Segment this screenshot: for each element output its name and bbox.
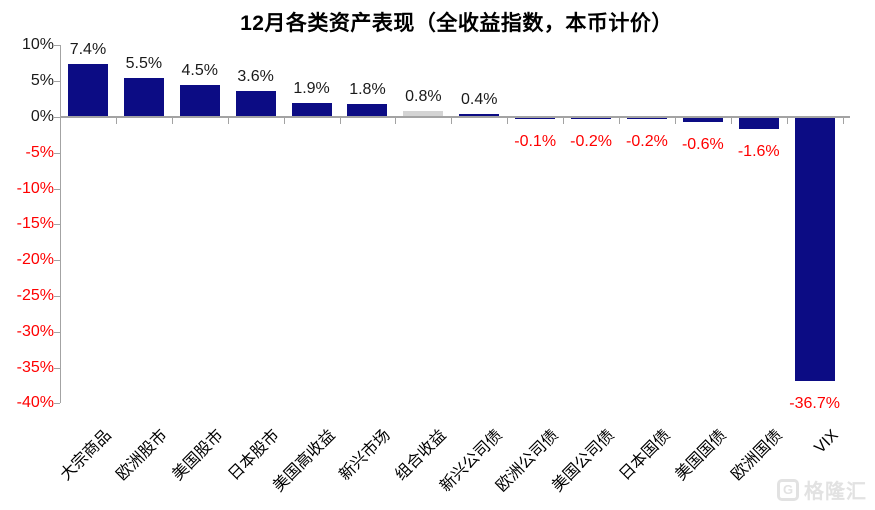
bar-value-label: 4.5% [181, 61, 218, 79]
y-axis-line [60, 45, 61, 404]
bar-value-label: 7.4% [69, 41, 107, 59]
bar [123, 77, 164, 117]
y-tick-label: 0% [30, 108, 54, 125]
y-tick-label: -10% [16, 179, 54, 197]
y-tick [54, 224, 60, 226]
x-tick [171, 118, 173, 124]
bar-value-label: -0.6% [681, 136, 724, 154]
bar-value-label: -1.6% [737, 143, 780, 161]
x-tick [115, 118, 117, 124]
bar [347, 104, 388, 117]
bar-value-label: 3.6% [237, 68, 274, 86]
bar-value-label: -0.1% [514, 133, 557, 150]
bar [738, 118, 779, 130]
y-tick-label: -35% [16, 358, 54, 376]
x-tick [451, 118, 453, 124]
bar [571, 118, 612, 120]
watermark-gelonghui: G 格隆汇 [777, 475, 867, 504]
x-tick [563, 118, 565, 124]
y-tick-label: 5% [30, 72, 54, 90]
x-tick [842, 118, 844, 124]
bar-value-label: 1.8% [349, 81, 386, 99]
x-tick [730, 118, 732, 124]
bar-value-label: 5.5% [125, 54, 163, 72]
x-tick [227, 118, 229, 124]
x-tick [395, 118, 397, 124]
x-tick [283, 118, 285, 124]
y-tick [54, 152, 60, 154]
gelonghui-logo-icon: G [777, 478, 799, 501]
x-tick [507, 118, 509, 124]
chart-title: 12月各类资产表现（全收益指数，本币计价） [240, 12, 673, 35]
bar-value-label: 1.9% [293, 80, 330, 98]
y-tick [54, 260, 60, 262]
y-tick-label: -40% [16, 394, 54, 412]
bar-value-label: 0.4% [461, 91, 498, 109]
bar [291, 103, 332, 117]
x-tick [786, 118, 788, 124]
bar [67, 64, 108, 117]
bar [179, 84, 220, 117]
y-tick-label: -30% [16, 322, 54, 340]
bar [794, 118, 835, 381]
bar-value-label: -36.7% [789, 394, 840, 412]
y-tick [54, 367, 60, 369]
y-tick [54, 403, 60, 405]
bar [403, 111, 444, 117]
bar-value-label: -0.2% [626, 133, 668, 151]
x-tick [339, 118, 341, 124]
y-tick-label: -5% [25, 143, 54, 161]
bar [459, 114, 500, 117]
x-tick [619, 118, 620, 124]
y-tick-label: -15% [16, 215, 54, 233]
x-tick [60, 118, 61, 124]
y-tick [54, 117, 60, 118]
y-tick [54, 296, 60, 297]
y-tick-label: -25% [16, 287, 54, 304]
x-axis-line [60, 116, 850, 118]
y-tick [54, 81, 60, 83]
bar-value-label: 0.8% [405, 88, 442, 106]
bar-value-label: -0.2% [570, 133, 612, 151]
y-tick [54, 45, 60, 47]
bar [235, 91, 276, 117]
bar [515, 118, 556, 119]
watermark-brand-text: 格隆汇 [804, 481, 867, 503]
y-tick [54, 188, 60, 190]
y-tick [54, 331, 60, 333]
y-tick-label: -20% [16, 251, 54, 269]
bar [682, 118, 723, 123]
x-tick [674, 118, 676, 124]
y-tick-label: 10% [21, 36, 54, 54]
bar [626, 118, 667, 120]
